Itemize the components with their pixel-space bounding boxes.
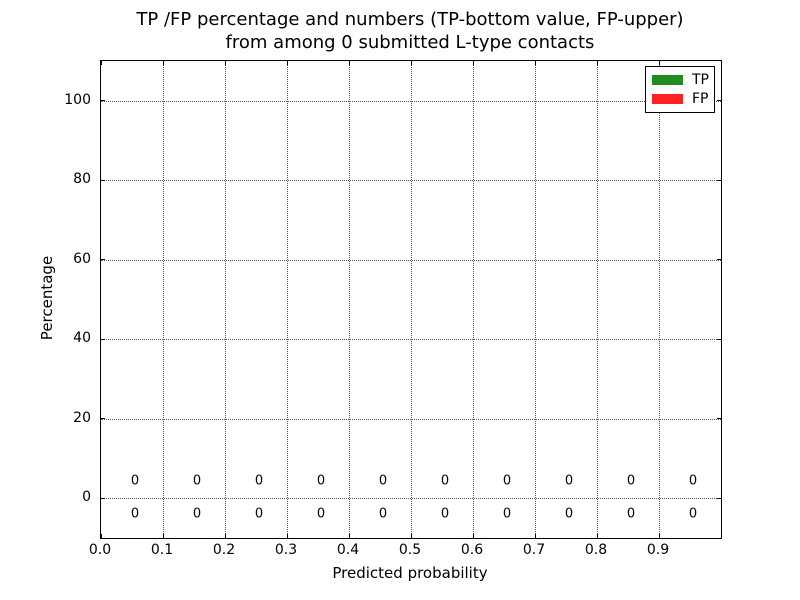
y-tick-label: 60 (73, 250, 91, 267)
y-tick-mark-left (101, 179, 105, 181)
fp-count-label: 0 (626, 473, 636, 489)
x-tick-mark-bottom (596, 534, 598, 538)
x-gridline (659, 61, 660, 538)
tp-count-label: 0 (502, 506, 512, 522)
chart-title: TP /FP percentage and numbers (TP-bottom… (100, 8, 720, 54)
x-gridline (287, 61, 288, 538)
x-tick-label: 0.8 (584, 542, 608, 558)
x-tick-label: 0.5 (398, 542, 422, 558)
x-tick-mark-top (410, 61, 412, 65)
x-tick-mark-bottom (658, 534, 660, 538)
y-tick-label: 20 (73, 409, 91, 426)
x-tick-label: 0.6 (460, 542, 484, 558)
x-tick-mark-top (286, 61, 288, 65)
y-tick-mark-right (717, 100, 721, 102)
x-gridline (473, 61, 474, 538)
y-tick-mark-left (101, 338, 105, 340)
y-tick-label: 80 (73, 171, 91, 188)
legend-item-fp: FP (652, 90, 709, 107)
x-tick-mark-bottom (410, 534, 412, 538)
fp-count-label: 0 (130, 473, 140, 489)
y-tick-label: 40 (73, 330, 91, 347)
x-tick-mark-bottom (162, 534, 164, 538)
x-tick-mark-bottom (224, 534, 226, 538)
x-gridline (349, 61, 350, 538)
tp-count-label: 0 (564, 506, 574, 522)
y-axis-label: Percentage (38, 255, 56, 341)
y-tick-mark-left (101, 100, 105, 102)
legend-item-tp: TP (652, 72, 709, 89)
fp-count-label: 0 (688, 473, 698, 489)
fp-count-label: 0 (564, 473, 574, 489)
y-tick-mark-left (101, 497, 105, 499)
x-tick-mark-bottom (100, 534, 102, 538)
x-tick-label: 0.0 (88, 542, 112, 558)
x-tick-mark-top (348, 61, 350, 65)
x-tick-mark-top (658, 61, 660, 65)
x-tick-mark-bottom (348, 534, 350, 538)
x-axis-label: Predicted probability (332, 564, 488, 582)
tp-count-label: 0 (254, 506, 264, 522)
legend: TP FP (645, 66, 715, 113)
x-gridline (225, 61, 226, 538)
y-tick-mark-left (101, 418, 105, 420)
tp-count-label: 0 (378, 506, 388, 522)
x-tick-label: 0.3 (274, 542, 298, 558)
tp-color-swatch (652, 75, 683, 86)
x-tick-mark-bottom (286, 534, 288, 538)
fp-count-label: 0 (316, 473, 326, 489)
x-gridline (535, 61, 536, 538)
x-tick-label: 0.7 (522, 542, 546, 558)
x-tick-mark-bottom (472, 534, 474, 538)
plot-area (100, 60, 722, 539)
tp-count-label: 0 (316, 506, 326, 522)
x-gridline (163, 61, 164, 538)
x-tick-label: 0.2 (212, 542, 236, 558)
chart-title-line2: from among 0 submitted L-type contacts (225, 32, 595, 53)
tp-count-label: 0 (130, 506, 140, 522)
y-tick-mark-right (717, 179, 721, 181)
x-gridline (597, 61, 598, 538)
x-tick-mark-top (534, 61, 536, 65)
legend-label-tp: TP (692, 72, 709, 89)
x-tick-label: 0.1 (150, 542, 174, 558)
y-tick-mark-left (101, 259, 105, 261)
fp-count-label: 0 (378, 473, 388, 489)
y-tick-mark-right (717, 418, 721, 420)
x-gridline (411, 61, 412, 538)
fp-count-label: 0 (192, 473, 202, 489)
x-tick-mark-top (224, 61, 226, 65)
x-tick-label: 0.9 (646, 542, 670, 558)
tp-count-label: 0 (688, 506, 698, 522)
fp-count-label: 0 (440, 473, 450, 489)
legend-label-fp: FP (692, 90, 709, 107)
y-tick-mark-right (717, 338, 721, 340)
fp-count-label: 0 (254, 473, 264, 489)
y-tick-mark-right (717, 259, 721, 261)
fp-color-swatch (652, 93, 683, 104)
x-tick-mark-top (162, 61, 164, 65)
tp-count-label: 0 (192, 506, 202, 522)
y-tick-mark-right (717, 497, 721, 499)
x-tick-label: 0.4 (336, 542, 360, 558)
y-tick-label: 0 (82, 489, 91, 506)
tp-count-label: 0 (440, 506, 450, 522)
x-tick-mark-top (472, 61, 474, 65)
x-tick-mark-top (100, 61, 102, 65)
fp-count-label: 0 (502, 473, 512, 489)
x-tick-mark-top (596, 61, 598, 65)
x-tick-mark-bottom (534, 534, 536, 538)
y-tick-label: 100 (64, 91, 91, 108)
tp-count-label: 0 (626, 506, 636, 522)
chart-title-line1: TP /FP percentage and numbers (TP-bottom… (136, 9, 684, 30)
